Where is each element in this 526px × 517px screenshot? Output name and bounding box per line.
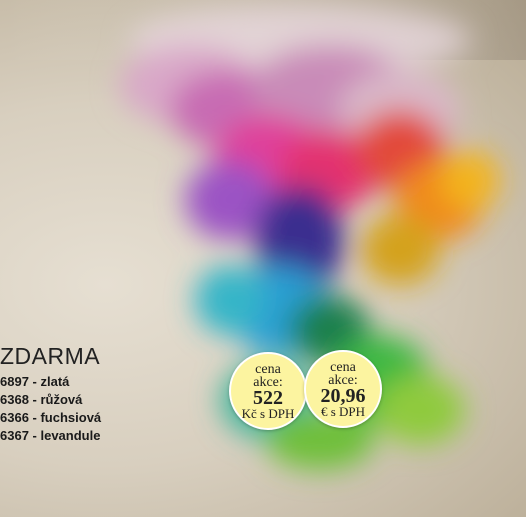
- headline: ZDARMA: [0, 343, 100, 370]
- item: 6897 - zlatá: [0, 373, 101, 391]
- item: 6366 - fuchsiová: [0, 409, 101, 427]
- badge-label: cena akce:: [321, 361, 365, 387]
- badge-note: € s DPH: [321, 406, 365, 418]
- badge-price: 20,96: [321, 387, 366, 406]
- badge-note: Kč s DPH: [242, 408, 295, 420]
- badge-label: cena akce:: [246, 363, 290, 389]
- badge-price: 522: [253, 389, 283, 408]
- item: 6368 - růžová: [0, 391, 101, 409]
- price-badge: cena akce: 20,96 € s DPH: [304, 350, 382, 428]
- item: 6367 - levandule: [0, 427, 101, 445]
- item-list: 6897 - zlatá 6368 - růžová 6366 - fuchsi…: [0, 373, 101, 445]
- page: ZDARMA 6897 - zlatá 6368 - růžová 6366 -…: [0, 0, 526, 517]
- price-badge: cena akce: 522 Kč s DPH: [229, 352, 307, 430]
